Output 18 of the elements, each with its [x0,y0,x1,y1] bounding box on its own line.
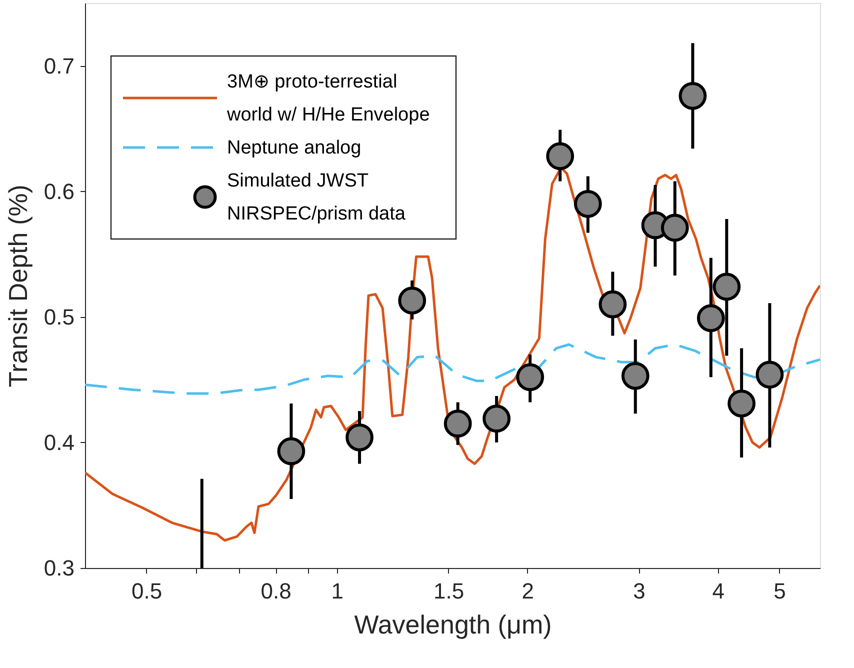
legend-label: 3M⊕ proto-terrestial world w/ H/He Envelope [226,72,430,126]
y-axis-title: Transit Depth (%) [2,184,33,388]
y-tick-label: 0.3 [44,556,74,580]
x-tick-label: 0.8 [260,578,292,604]
x-tick-label: 1.5 [433,578,464,604]
legend-label: Neptune analog [227,138,362,158]
y-tick-label: 0.4 [44,430,74,455]
x-tick-label: 5 [774,578,786,604]
x-tick-label: 4 [712,578,724,604]
y-tick-label: 0.7 [44,53,74,78]
x-tick-label: 1 [331,578,344,604]
legend-label: Simulated JWST NIRSPEC/prism data [227,170,406,224]
y-tick-label: 0.5 [44,304,74,330]
x-axis-title: Wavelength (μm) [354,610,552,640]
x-tick-label: 2 [522,578,534,604]
y-tick-label: 0.6 [44,178,74,204]
x-tick-label: 3 [633,578,646,604]
x-tick-label: 0.5 [132,578,162,604]
